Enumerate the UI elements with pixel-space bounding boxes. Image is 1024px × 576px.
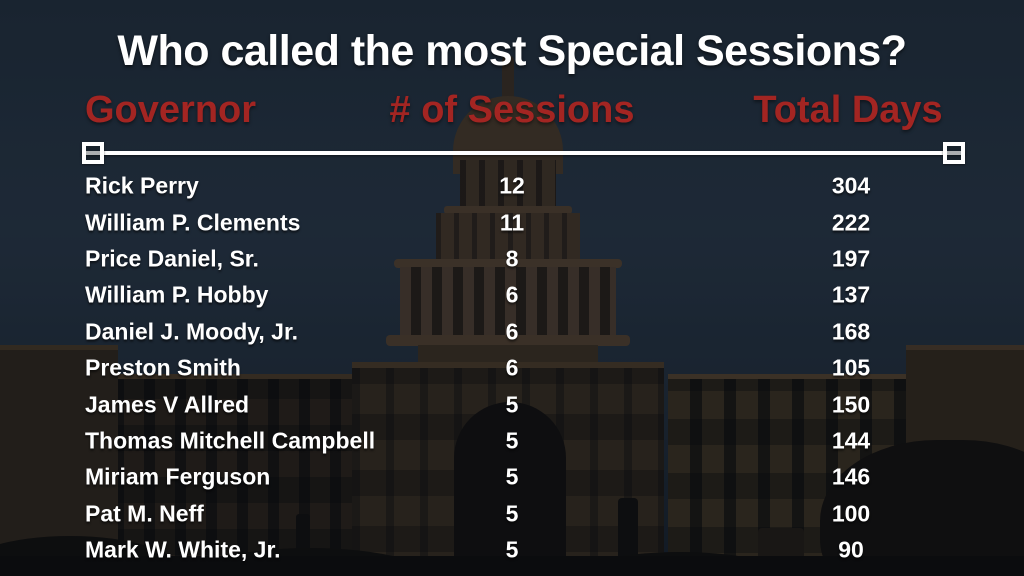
capitol-dome-ledge-mid: [394, 259, 622, 268]
governor-name: Daniel J. Moody, Jr.: [85, 318, 299, 345]
table-row: Miriam Ferguson 5 146: [85, 459, 955, 495]
table-rows: Rick Perry 12 304 William P. Clements 11 222 P…: [85, 168, 955, 568]
ground-shadow: [0, 556, 1024, 576]
sessions-count: 5: [505, 391, 519, 418]
table-row: Mark W. White, Jr. 5 90: [85, 532, 955, 568]
total-days: 144: [831, 427, 871, 454]
capitol-dome-ledge-upper: [444, 206, 572, 214]
sessions-count: 5: [505, 427, 519, 454]
table-row: Pat M. Neff 5 100: [85, 496, 955, 532]
total-days: 137: [831, 281, 871, 308]
governor-name: Preston Smith: [85, 354, 241, 381]
column-header-governor: Governor: [85, 89, 257, 131]
capitol-dome-upper-drum: [436, 213, 580, 263]
governor-name: Pat M. Neff: [85, 500, 204, 527]
table-row: Thomas Mitchell Campbell 5 144: [85, 423, 955, 459]
total-days: 168: [831, 318, 871, 345]
tree-silhouette: [820, 440, 1024, 576]
governor-name: Thomas Mitchell Campbell: [85, 427, 376, 454]
capitol-dome-colonnade: [400, 267, 616, 339]
table-row: William P. Hobby 6 137: [85, 277, 955, 313]
capitol-dome-statue: [502, 55, 514, 103]
sessions-count: 6: [505, 281, 519, 308]
governor-name: William P. Hobby: [85, 281, 269, 308]
table-row: James V Allred 5 150: [85, 386, 955, 422]
table-row: Rick Perry 12 304: [85, 168, 955, 204]
table-row: William P. Clements 11 222: [85, 204, 955, 240]
sessions-count: 6: [505, 354, 519, 381]
total-days: 105: [831, 354, 871, 381]
total-days: 90: [838, 536, 864, 563]
total-days: 150: [831, 391, 871, 418]
sessions-count: 6: [505, 318, 519, 345]
table-row: Price Daniel, Sr. 8 197: [85, 241, 955, 277]
column-header-sessions: # of Sessions: [389, 89, 635, 131]
table-row: Daniel J. Moody, Jr. 6 168: [85, 314, 955, 350]
sessions-count: 5: [505, 536, 519, 563]
column-header-total-days: Total Days: [753, 89, 943, 131]
total-days: 100: [831, 500, 871, 527]
capitol-entrance-arch: [454, 402, 566, 576]
governor-name: Price Daniel, Sr.: [85, 245, 259, 272]
governor-name: Rick Perry: [85, 172, 199, 199]
capitol-dome-ledge-base: [386, 335, 630, 346]
sessions-count: 11: [499, 209, 525, 236]
statue-silhouette: [618, 498, 638, 558]
governor-name: William P. Clements: [85, 209, 301, 236]
total-days: 197: [831, 245, 871, 272]
divider-endpoint-left: [82, 142, 104, 164]
total-days: 304: [831, 172, 871, 199]
divider-endpoint-right: [943, 142, 965, 164]
sessions-count: 5: [505, 500, 519, 527]
divider-rule: [82, 151, 965, 155]
total-days: 222: [831, 209, 871, 236]
sessions-count: 8: [505, 245, 519, 272]
governor-name: Mark W. White, Jr.: [85, 536, 281, 563]
table-row: Preston Smith 6 105: [85, 350, 955, 386]
sessions-count: 12: [499, 172, 525, 199]
governor-name: Miriam Ferguson: [85, 463, 271, 490]
capitol-dome-lantern: [460, 160, 556, 210]
total-days: 146: [831, 463, 871, 490]
page-title: Who called the most Special Sessions?: [117, 27, 907, 75]
sessions-count: 5: [505, 463, 519, 490]
governor-name: James V Allred: [85, 391, 250, 418]
table-header-row: Governor # of Sessions Total Days: [85, 87, 955, 133]
divider-line: [82, 142, 965, 165]
